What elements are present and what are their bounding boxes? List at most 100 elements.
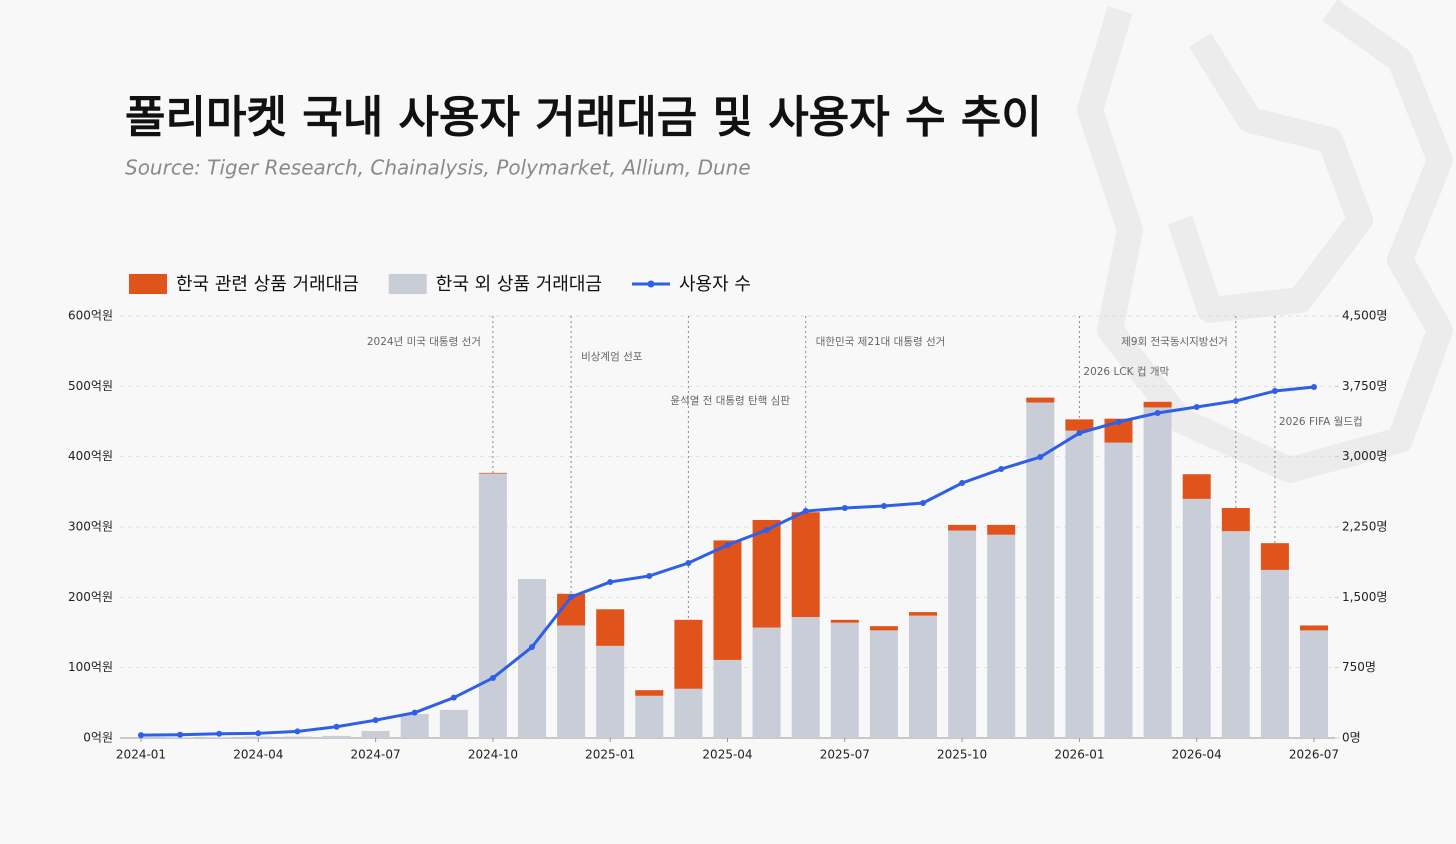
y-tick-label: 200억원 (68, 590, 113, 604)
line-point (372, 717, 379, 724)
line-point (1154, 409, 1161, 416)
annotation-label: 제9회 전국동시지방선거 (1121, 336, 1228, 348)
bar (322, 735, 351, 738)
bar (948, 524, 977, 531)
bar (205, 737, 234, 738)
bar (752, 519, 781, 628)
line-point (880, 502, 887, 509)
x-tick-label: 2024-07 (351, 748, 401, 762)
legend-swatch (129, 274, 167, 294)
legend: 한국 관련 상품 거래대금 한국 외 상품 거래대금 사용자 수 (129, 274, 751, 295)
bar (1300, 625, 1328, 631)
line-point (646, 572, 653, 579)
bar (1143, 401, 1172, 408)
x-tick-label: 2024-04 (233, 748, 283, 762)
line-point (607, 578, 614, 585)
bar (635, 690, 664, 696)
annotation-label: 윤석열 전 대통령 탄핵 심판 (670, 395, 790, 407)
legend-label: 한국 관련 상품 거래대금 (176, 274, 359, 295)
y2-tick-label: 4,500명 (1342, 309, 1387, 323)
y-tick-label: 100억원 (68, 660, 113, 674)
line-point (489, 674, 496, 681)
bar (596, 645, 625, 738)
bar (1104, 442, 1133, 738)
bar (948, 530, 977, 738)
bar (713, 659, 742, 738)
x-tick-label: 2025-04 (702, 748, 752, 762)
x-tick-label: 2025-10 (937, 748, 987, 762)
line-point (1037, 454, 1044, 461)
bar (1221, 531, 1250, 738)
y2-tick-label: 0명 (1342, 731, 1361, 745)
line-point (724, 542, 731, 549)
line-point (841, 504, 848, 511)
bar (635, 695, 664, 738)
line-point (1115, 418, 1122, 425)
bar (987, 524, 1016, 535)
watermark (1077, 0, 1453, 483)
bar (713, 540, 742, 660)
line-point (1193, 403, 1200, 410)
line-point (568, 593, 575, 600)
x-tick-label: 2025-07 (820, 748, 870, 762)
bar (674, 619, 703, 689)
bar (1300, 630, 1328, 738)
line-point (333, 723, 340, 730)
x-tick-label: 2025-01 (585, 748, 635, 762)
y2-tick-label: 3,000명 (1342, 449, 1387, 463)
y2-tick-label: 2,250명 (1342, 520, 1387, 534)
line-point (529, 644, 535, 651)
y-tick-label: 500억원 (68, 379, 113, 393)
line-point (763, 527, 770, 534)
line-point (802, 508, 809, 515)
bar (869, 630, 898, 738)
subtitle: Source: Tiger Research, Chainalysis, Pol… (125, 156, 751, 180)
line-point (216, 730, 223, 737)
bar (1221, 508, 1250, 532)
line-point (685, 560, 692, 567)
bar (1260, 569, 1289, 738)
y2-tick-label: 3,750명 (1342, 379, 1387, 393)
bar (439, 709, 468, 738)
plot: 0억원 100억원 200억원 300억원 400억원 500억원 600억원 0명 750명 1… (68, 309, 1387, 762)
bar (791, 617, 820, 738)
bar (909, 612, 937, 616)
bar (830, 619, 859, 623)
bar (283, 736, 312, 738)
line-point (177, 731, 184, 738)
bar (361, 730, 390, 738)
line-point (255, 730, 262, 737)
x-tick-label: 2026-01 (1054, 748, 1104, 762)
bar (752, 627, 781, 738)
bar (478, 472, 507, 474)
y-tick-label: 300억원 (68, 520, 113, 534)
y-tick-label: 400억원 (68, 449, 113, 463)
annotation-label: 2024년 미국 대통령 선거 (367, 336, 481, 348)
bar (1065, 419, 1094, 431)
bar (1182, 474, 1211, 499)
legend-swatch (388, 274, 427, 294)
bar (400, 714, 429, 738)
bar (557, 625, 586, 738)
bar (1182, 498, 1211, 738)
line-point (294, 728, 301, 735)
y-tick-label: 600억원 (68, 309, 113, 323)
bar (1260, 543, 1289, 570)
y2-tick-label: 750명 (1342, 660, 1376, 674)
bar (244, 736, 273, 738)
annotation-label: 2026 LCK 컵 개막 (1083, 365, 1169, 378)
legend-label: 사용자 수 (679, 274, 751, 295)
y-tick-label: 0억원 (83, 731, 113, 745)
bar (596, 609, 625, 646)
chart-title: 폴리마켓 국내 사용자 거래대금 및 사용자 수 추이 (125, 92, 1042, 143)
bar (674, 688, 703, 738)
x-tick-label: 2026-04 (1172, 748, 1222, 762)
line-point (1076, 430, 1083, 437)
bar (1026, 397, 1055, 403)
bar (830, 622, 859, 738)
line-point (1232, 397, 1239, 404)
x-tick-label: 2024-01 (116, 748, 166, 762)
bar (1143, 407, 1172, 738)
x-tick-label: 2026-07 (1289, 748, 1339, 762)
